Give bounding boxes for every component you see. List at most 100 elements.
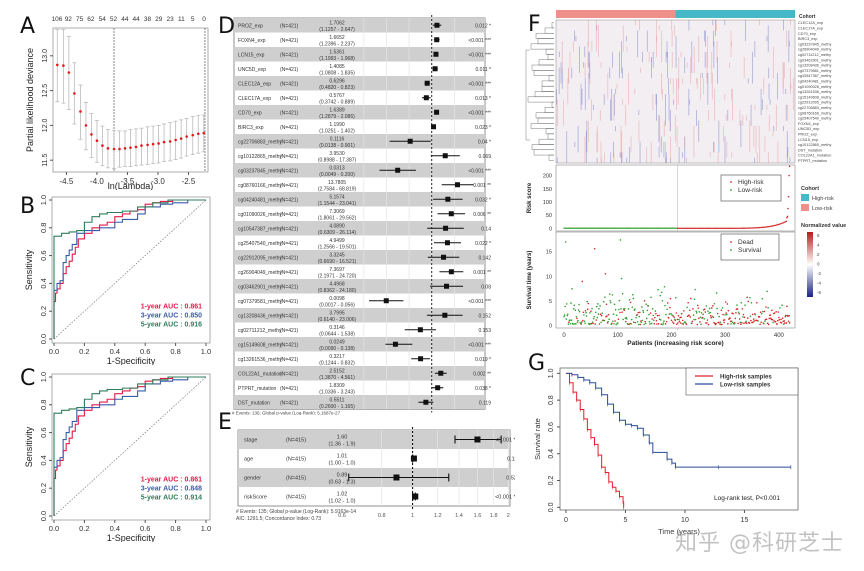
heatmap-cell-streak bbox=[650, 141, 652, 163]
heatmap-cell-streak bbox=[661, 30, 663, 63]
risk-point bbox=[761, 226, 763, 229]
survival-point bbox=[659, 319, 662, 321]
survival-point bbox=[777, 311, 780, 313]
roc-curve-3 bbox=[53, 199, 206, 339]
cohort-annotation-title: Cohort bbox=[799, 14, 816, 20]
diagonal-reference bbox=[53, 376, 207, 517]
risk-point bbox=[673, 227, 676, 229]
y-tick-label: 0.8 bbox=[39, 400, 48, 410]
deviance-point bbox=[79, 110, 82, 113]
survival-point bbox=[692, 314, 695, 316]
hazard-ratio: 0.6296 bbox=[329, 78, 345, 84]
heatmap-cell-streak bbox=[739, 110, 741, 126]
survival-point bbox=[746, 317, 749, 319]
survival-point bbox=[655, 312, 657, 315]
hr-marker bbox=[432, 66, 438, 72]
scale-legend-title: Normalized value bbox=[801, 223, 846, 229]
survival-point bbox=[783, 322, 786, 324]
survival-point bbox=[563, 314, 566, 316]
survival-point bbox=[703, 317, 706, 320]
risk-point bbox=[737, 227, 739, 229]
deviance-point bbox=[123, 147, 127, 150]
survival-point bbox=[738, 318, 741, 320]
km-curve-1 bbox=[565, 372, 625, 508]
heatmap-cell-streak bbox=[613, 152, 615, 163]
survival-point bbox=[721, 306, 724, 309]
heatmap-cell-streak bbox=[556, 157, 558, 163]
deviance-point bbox=[191, 133, 195, 137]
survival-point bbox=[752, 321, 754, 323]
variable-name: cg15149608_methy bbox=[238, 342, 282, 348]
log-rank-annotation: Log-rank test, P<0.001 bbox=[714, 495, 780, 502]
survival-point bbox=[748, 322, 751, 324]
survival-point bbox=[606, 315, 608, 317]
survival-point bbox=[708, 307, 711, 310]
heatmap-cell-streak bbox=[766, 35, 768, 42]
risk-point bbox=[788, 165, 791, 168]
survival-x-tick: 100 bbox=[613, 333, 624, 339]
heatmap-row-label: PTPRT_mutation bbox=[798, 159, 827, 163]
heatmap-cell-streak bbox=[669, 110, 671, 132]
x-tick-label: 0.2 bbox=[79, 347, 89, 356]
variable-name: LCN15_exp bbox=[238, 52, 265, 58]
hazard-ratio: 1.1990 bbox=[329, 122, 345, 128]
model-footer: AIC: 1291.5; Concordance Index: 0.73 bbox=[236, 516, 321, 522]
risk-point bbox=[676, 227, 678, 229]
confidence-interval: (1.0251 - 1.402) bbox=[319, 128, 355, 134]
survival-point bbox=[566, 314, 569, 317]
survival-point bbox=[572, 307, 575, 310]
heatmap-cell-streak bbox=[759, 147, 761, 163]
survival-point bbox=[741, 308, 744, 310]
survival-point bbox=[750, 302, 753, 304]
sample-count: (N=421) bbox=[280, 38, 299, 44]
risk-point bbox=[787, 207, 789, 210]
heatmap-row-label: cg10547387_methy bbox=[798, 74, 831, 78]
heatmap-cell-streak bbox=[661, 88, 663, 95]
risk-point bbox=[633, 227, 635, 229]
risk-point bbox=[571, 227, 574, 229]
risk-point bbox=[576, 227, 578, 229]
survival-point bbox=[700, 323, 702, 325]
survival-point bbox=[582, 319, 584, 322]
survival-point bbox=[759, 323, 761, 326]
sample-count: (N=421) bbox=[280, 284, 299, 290]
risk-point bbox=[695, 227, 697, 230]
heatmap-cell-streak bbox=[621, 152, 623, 163]
x-tick-label: -2.5 bbox=[182, 177, 196, 186]
survival-point bbox=[611, 294, 614, 296]
risk-point bbox=[580, 227, 582, 229]
heatmap-cell-streak bbox=[611, 88, 613, 121]
deviance-point bbox=[106, 147, 110, 150]
row-band bbox=[234, 221, 485, 236]
risk-point bbox=[689, 227, 691, 230]
survival-x-tick: 300 bbox=[720, 333, 731, 339]
risk-point bbox=[721, 227, 723, 230]
x-tick-label: 15 bbox=[741, 517, 749, 524]
dendrogram-branch bbox=[530, 123, 554, 129]
risk-point bbox=[696, 227, 698, 230]
dendrogram-branch bbox=[545, 48, 554, 55]
survival-point bbox=[593, 247, 596, 250]
heatmap-cell-streak bbox=[684, 57, 686, 73]
risk-point bbox=[649, 227, 651, 229]
y-tick-label: 0.6 bbox=[548, 422, 555, 432]
survival-point bbox=[716, 312, 719, 315]
top-count-label: 54 bbox=[99, 16, 107, 23]
survival-point bbox=[724, 301, 727, 303]
survival-legend-label: Dead bbox=[738, 239, 754, 246]
survival-point bbox=[623, 309, 626, 311]
sample-count: (N=421) bbox=[280, 299, 299, 305]
heatmap-cell-streak bbox=[789, 157, 791, 163]
x-axis-title: Time (years) bbox=[658, 527, 700, 536]
sample-count: (N=421) bbox=[280, 255, 299, 261]
hr-marker bbox=[407, 138, 413, 144]
heatmap-cell-streak bbox=[753, 125, 755, 148]
risk-point bbox=[710, 227, 712, 230]
heatmap-cell-streak bbox=[732, 88, 733, 121]
heatmap-cell-streak bbox=[660, 136, 662, 153]
survival-point bbox=[583, 314, 585, 316]
survival-point bbox=[716, 307, 718, 310]
risk-point bbox=[648, 227, 650, 229]
survival-point bbox=[575, 315, 578, 318]
p-value: <0.001 *** bbox=[495, 495, 515, 501]
